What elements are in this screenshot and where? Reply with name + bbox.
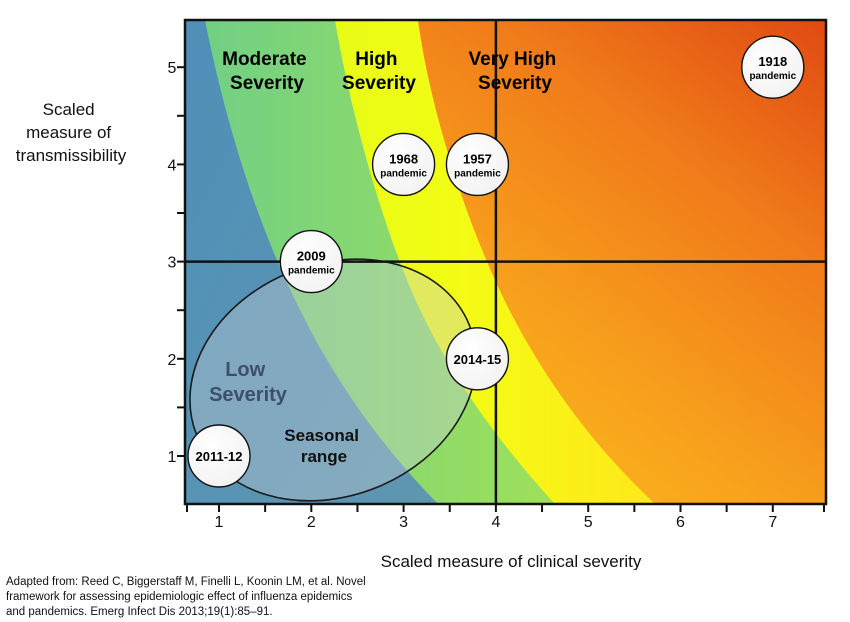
x-tick-label: 5 <box>584 514 593 531</box>
zone-low <box>185 20 438 504</box>
data-point-label: 1968 <box>389 151 418 166</box>
y-tick-label: 1 <box>168 449 177 466</box>
data-point: 2011-12 <box>187 424 251 488</box>
y-axis-title: Scaled measure of transmissibility <box>16 100 127 165</box>
data-point-sublabel: pandemic <box>749 71 796 82</box>
y-tick-label: 4 <box>168 157 177 174</box>
y-tick-label: 3 <box>168 255 177 272</box>
y-tick-label: 5 <box>168 60 177 77</box>
seasonal-range-label: Seasonal range <box>284 426 363 466</box>
data-point: 2009 pandemic <box>279 229 343 294</box>
data-point: 1957 pandemic <box>445 132 510 197</box>
data-point-bubble <box>741 35 805 99</box>
data-point-bubble <box>445 327 510 391</box>
data-point-label: 1957 <box>463 151 492 166</box>
data-point: 2014-15 <box>445 327 510 391</box>
zone-label-low: Low Severity <box>209 359 288 406</box>
citation-text: Adapted from: Reed C, Biggerstaff M, Fin… <box>6 576 366 618</box>
data-point: 1968 pandemic <box>371 132 436 197</box>
zone-label-very-high: Very High Severity <box>469 49 562 94</box>
x-tick-label: 2 <box>307 514 316 531</box>
x-tick-label: 1 <box>215 514 224 531</box>
data-point-bubble <box>371 132 436 197</box>
x-tick-label: 6 <box>676 514 685 531</box>
x-tick-label: 4 <box>491 514 500 531</box>
x-axis-title: Scaled measure of clinical severity <box>381 552 642 570</box>
data-point-label: 2014-15 <box>454 352 502 367</box>
y-tick-label: 2 <box>168 352 177 369</box>
severity-chart: 1 2 3 4 5 6 7 1 2 3 4 5 Moderate Severity High Seve… <box>16 18 828 570</box>
data-point-bubble <box>279 229 343 294</box>
data-point-bubble <box>445 132 510 197</box>
data-point-label: 2011-12 <box>196 449 243 464</box>
data-point-sublabel: pandemic <box>454 168 501 179</box>
x-tick-label: 3 <box>399 514 408 531</box>
data-point-label: 2009 <box>297 249 326 264</box>
x-tick-label: 7 <box>768 514 777 531</box>
data-point-sublabel: pandemic <box>288 266 335 277</box>
zone-label-high: High Severity <box>342 49 416 94</box>
data-point: 1918 pandemic <box>741 35 805 99</box>
data-point-bubble <box>187 424 251 488</box>
data-point-label: 1918 <box>758 54 787 69</box>
data-point-sublabel: pandemic <box>380 168 427 179</box>
zone-label-moderate: Moderate Severity <box>222 49 312 94</box>
